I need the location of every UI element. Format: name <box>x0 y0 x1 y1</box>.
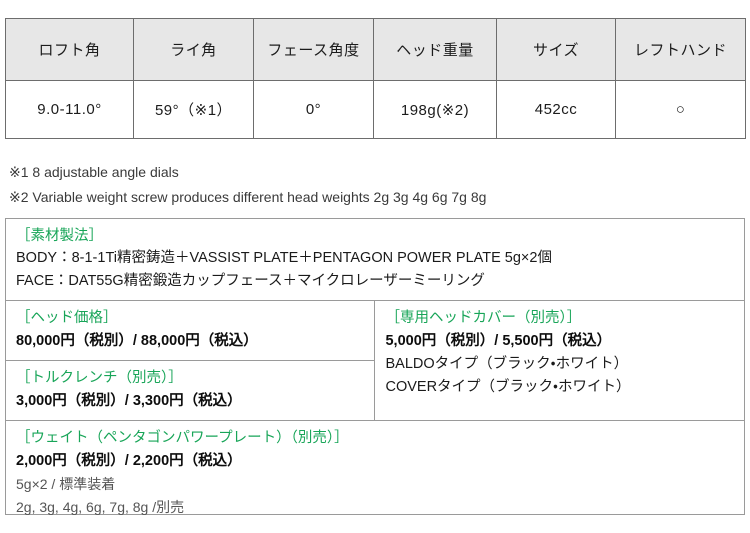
price-section: ［ヘッド価格］ 80,000円（税別）/ 88,000円（税込） ［トルクレンチ… <box>6 301 744 421</box>
table-header-row: ロフト角 ライ角 フェース角度 ヘッド重量 サイズ レフトハンド <box>5 18 746 81</box>
header-loft-angle: ロフト角 <box>5 18 134 81</box>
material-body-line: BODY：8-1-1Ti精密鋳造＋VASSIST PLATE＋PENTAGON … <box>16 250 552 266</box>
footnote-1: ※1 8 adjustable angle dials <box>9 164 179 180</box>
footnotes: ※1 8 adjustable angle dials ※2 Variable … <box>9 160 739 210</box>
head-cover-option-cover: COVERタイプ（ブラック・ホワイト） <box>385 379 631 395</box>
weight-section: ［ウェイト（ペンタゴンパワープレート）（別売）］ 2,000円（税別）/ 2,2… <box>6 421 744 526</box>
header-face-angle: フェース角度 <box>253 18 374 81</box>
header-size: サイズ <box>496 18 616 81</box>
head-price-heading: ［ヘッド価格］ <box>16 310 118 326</box>
value-lie-angle: 59°（※1） <box>133 80 254 139</box>
torque-wrench-value: 3,000円（税別）/ 3,300円（税込） <box>16 393 242 409</box>
head-price-block: ［ヘッド価格］ 80,000円（税別）/ 88,000円（税込） <box>6 301 375 361</box>
detail-box: ［素材製法］ BODY：8-1-1Ti精密鋳造＋VASSIST PLATE＋PE… <box>5 218 745 515</box>
head-cover-block: ［専用ヘッドカバー（別売）］ 5,000円（税別）/ 5,500円（税込） BA… <box>375 301 744 420</box>
material-heading: ［素材製法］ <box>16 228 103 244</box>
header-head-weight: ヘッド重量 <box>373 18 497 81</box>
weight-standard-line: 5g×2 / 標準装着 <box>16 476 116 492</box>
table-row: 9.0-11.0° 59°（※1） 0° 198g(※2) 452cc ○ <box>5 80 746 139</box>
club-spec-table: ロフト角 ライ角 フェース角度 ヘッド重量 サイズ レフトハンド 9.0-11.… <box>5 18 746 139</box>
head-price-value: 80,000円（税別）/ 88,000円（税込） <box>16 333 258 349</box>
head-cover-option-baldo: BALDOタイプ（ブラック・ホワイト） <box>385 356 629 372</box>
header-left-hand: レフトハンド <box>615 18 746 81</box>
head-cover-heading: ［専用ヘッドカバー（別売）］ <box>385 310 582 326</box>
value-head-weight: 198g(※2) <box>373 80 497 139</box>
material-section: ［素材製法］ BODY：8-1-1Ti精密鋳造＋VASSIST PLATE＋PE… <box>6 219 744 301</box>
value-face-angle: 0° <box>253 80 374 139</box>
head-cover-value: 5,000円（税別）/ 5,500円（税込） <box>385 333 612 349</box>
value-size: 452cc <box>496 80 616 139</box>
header-lie-angle: ライ角 <box>133 18 254 81</box>
price-left-column: ［ヘッド価格］ 80,000円（税別）/ 88,000円（税込） ［トルクレンチ… <box>6 301 376 420</box>
weight-optional-line: 2g, 3g, 4g, 6g, 7g, 8g /別売 <box>16 499 185 515</box>
value-left-hand: ○ <box>615 80 746 139</box>
torque-wrench-block: ［トルクレンチ（別売）］ 3,000円（税別）/ 3,300円（税込） <box>6 361 374 420</box>
torque-wrench-heading: ［トルクレンチ（別売）］ <box>16 370 183 386</box>
weight-heading: ［ウェイト（ペンタゴンパワープレート）（別売）］ <box>16 430 349 446</box>
footnote-2: ※2 Variable weight screw produces differ… <box>9 189 487 205</box>
weight-price-value: 2,000円（税別）/ 2,200円（税込） <box>16 453 242 469</box>
material-face-line: FACE：DAT55G精密鍛造カップフェース＋マイクロレーザーミーリング <box>16 273 485 289</box>
value-loft-angle: 9.0-11.0° <box>5 80 134 139</box>
